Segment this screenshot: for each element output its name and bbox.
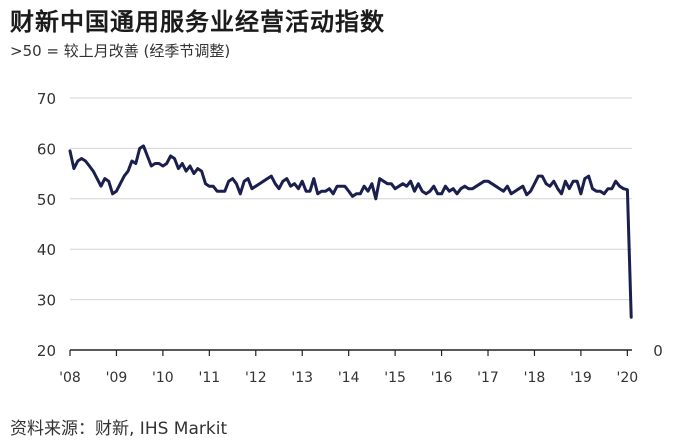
x-tick-label: '10 (152, 370, 174, 386)
source-note: 资料来源：财新, IHS Markit (10, 419, 228, 439)
x-tick-label: '17 (477, 370, 499, 386)
x-tick-label: '12 (245, 370, 267, 386)
series-line-0 (68, 144, 633, 319)
x-tick-label: '14 (338, 370, 360, 386)
chart-title: 财新中国通用服务业经营活动指数 (10, 8, 385, 36)
x-tick-label: '11 (199, 370, 221, 386)
x-tick-label: '20 (617, 370, 639, 386)
x-tick-label: '19 (570, 370, 592, 386)
series-layer (68, 144, 633, 319)
y-tick-label: 50 (37, 191, 56, 209)
x-tick-label: '15 (384, 370, 406, 386)
y-tick-label: 30 (37, 292, 56, 310)
axes: 20 30 40 50 60 70 '08 '09 '10 '11 '12 '13 '14 '15 '16 '… (37, 90, 663, 386)
x-tick-label: '09 (106, 370, 128, 386)
y-tick-label: 70 (37, 90, 56, 108)
y-tick-label: 20 (37, 342, 56, 360)
x-tick-label: '08 (59, 370, 81, 386)
x-tick-label: '18 (524, 370, 546, 386)
right-axis-label: 0 (653, 342, 663, 360)
x-tick-label: '13 (291, 370, 313, 386)
x-tick-label: '16 (431, 370, 453, 386)
gridlines (70, 97, 632, 301)
y-tick-label: 40 (37, 241, 56, 259)
y-tick-label: 60 (37, 140, 56, 158)
chart-subtitle: >50 = 较上月改善 (经季节调整) (10, 42, 231, 60)
